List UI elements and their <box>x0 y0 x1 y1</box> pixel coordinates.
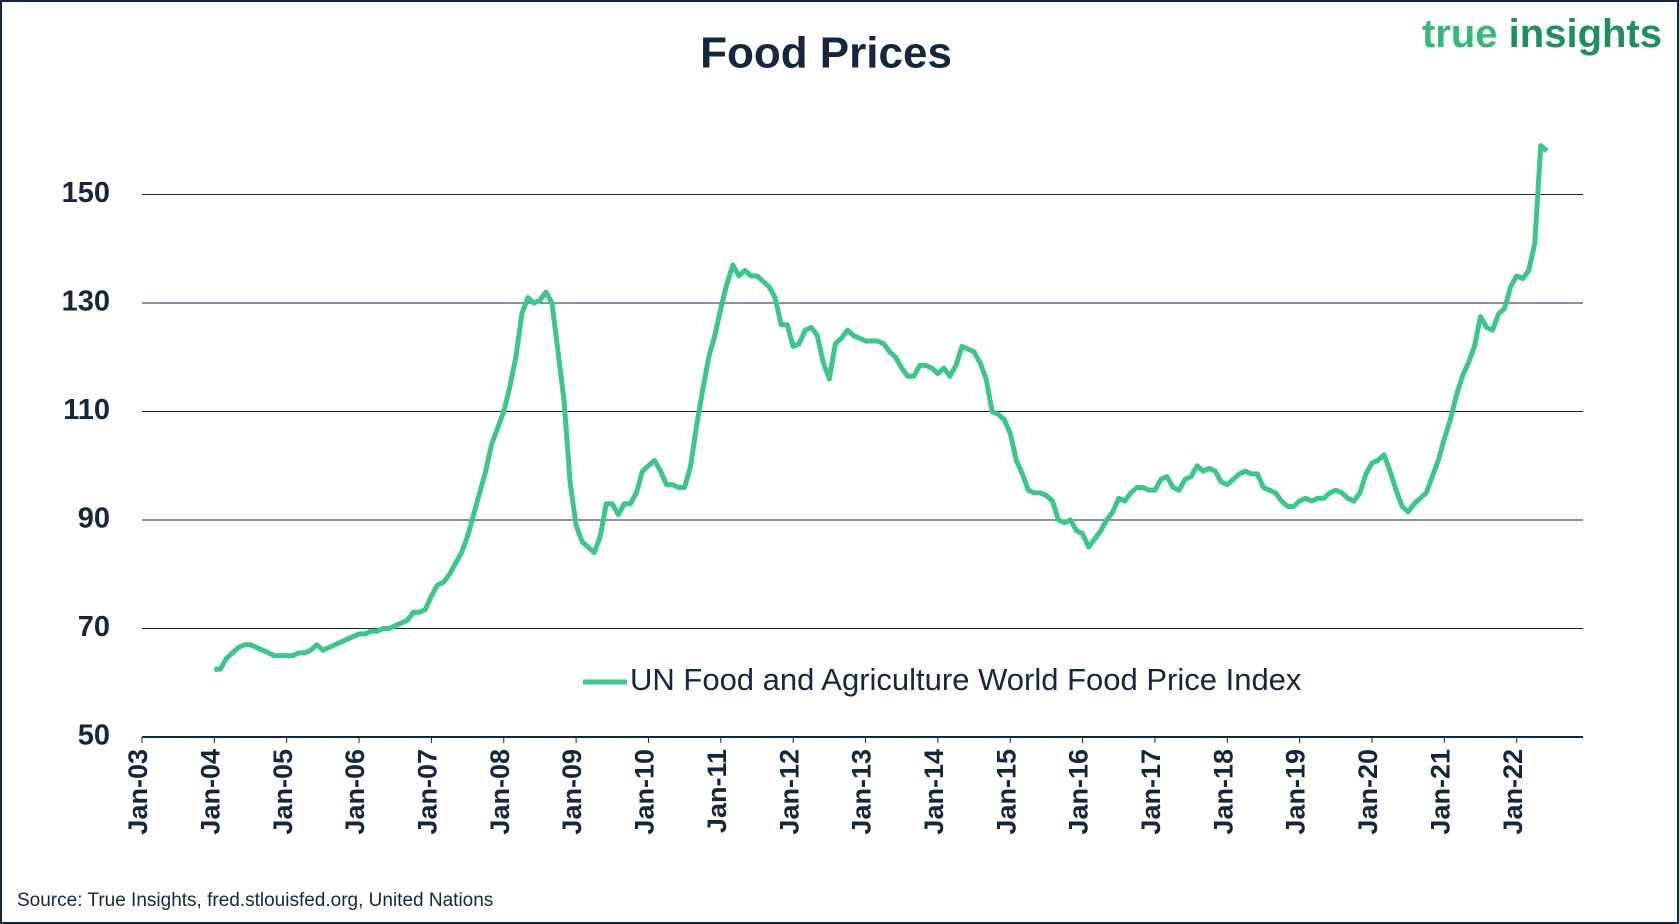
logo: true insights <box>1422 12 1662 56</box>
x-tick-label: Jan-21 <box>1425 749 1455 835</box>
x-tick-label: Jan-16 <box>1064 749 1094 835</box>
x-tick-label: Jan-18 <box>1208 749 1238 835</box>
source-note: Source: True Insights, fred.stlouisfed.o… <box>17 890 493 911</box>
x-tick-label: Jan-12 <box>774 749 804 835</box>
y-tick-label: 110 <box>63 394 110 426</box>
logo-part: insights <box>1509 12 1662 56</box>
x-tick-label: Jan-20 <box>1353 749 1383 835</box>
x-tick-label: Jan-04 <box>195 749 225 835</box>
x-tick-label: Jan-15 <box>991 749 1021 835</box>
x-tick-label: Jan-14 <box>919 749 949 835</box>
y-tick-label: 70 <box>78 611 110 643</box>
data-line <box>214 143 1549 672</box>
x-tick-label: Jan-22 <box>1498 749 1528 835</box>
chart-title: Food Prices <box>700 29 952 78</box>
y-tick-label: 130 <box>62 286 110 318</box>
logo-part: true <box>1422 12 1498 56</box>
x-tick-label: Jan-07 <box>413 749 443 835</box>
x-tick-label: Jan-08 <box>485 749 515 835</box>
x-tick-label: Jan-05 <box>268 749 298 835</box>
x-tick-label: Jan-09 <box>557 749 587 835</box>
x-tick-label: Jan-11 <box>702 749 732 833</box>
y-tick-label: 90 <box>78 503 110 535</box>
x-tick-label: Jan-13 <box>847 749 877 835</box>
y-tick-label: 150 <box>62 177 110 209</box>
x-tick-label: Jan-03 <box>123 749 153 835</box>
x-tick-label: Jan-10 <box>630 749 660 835</box>
legend-label: UN Food and Agriculture World Food Price… <box>630 662 1302 697</box>
x-tick-label: Jan-17 <box>1136 749 1166 835</box>
y-tick-label: 50 <box>78 720 110 752</box>
x-tick-label: Jan-19 <box>1281 749 1311 835</box>
x-tick-label: Jan-06 <box>340 749 370 835</box>
